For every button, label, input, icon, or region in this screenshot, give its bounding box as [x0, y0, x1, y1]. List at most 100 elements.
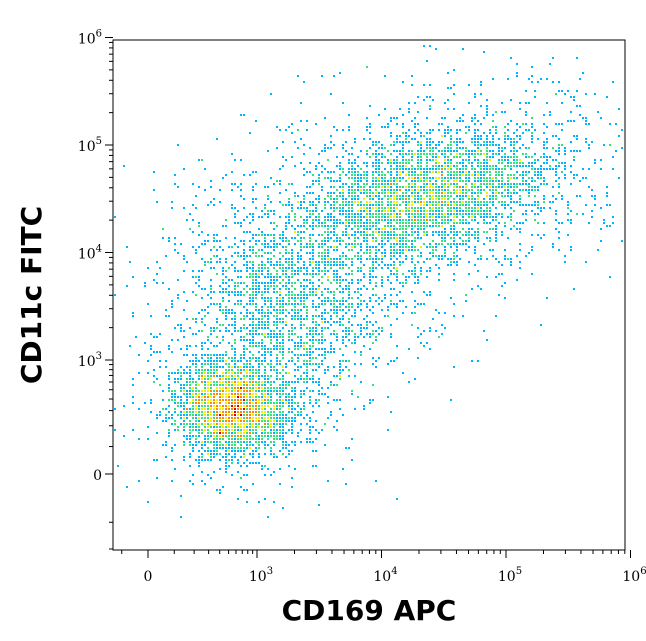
event-dot	[285, 267, 287, 269]
event-dot	[186, 219, 188, 221]
event-dot	[204, 189, 206, 191]
event-dot	[420, 225, 422, 227]
event-dot	[213, 234, 215, 236]
event-dot	[375, 360, 377, 362]
event-dot	[231, 426, 233, 428]
event-dot	[342, 231, 344, 233]
event-dot	[210, 288, 212, 290]
event-dot	[348, 225, 350, 227]
event-dot	[267, 435, 269, 437]
event-dot	[477, 186, 479, 188]
event-dot	[423, 210, 425, 212]
event-dot	[144, 402, 146, 404]
event-dot	[246, 474, 248, 476]
event-dot	[204, 363, 206, 365]
event-dot	[579, 105, 581, 107]
event-dot	[174, 411, 176, 413]
event-dot	[327, 228, 329, 230]
event-dot	[327, 234, 329, 236]
event-dot	[297, 294, 299, 296]
event-dot	[207, 372, 209, 374]
event-dot	[294, 165, 296, 167]
event-dot	[570, 150, 572, 152]
event-dot	[468, 213, 470, 215]
event-dot	[297, 432, 299, 434]
event-dot	[267, 333, 269, 335]
event-dot	[501, 159, 503, 161]
event-dot	[336, 249, 338, 251]
event-dot	[594, 204, 596, 206]
event-dot	[300, 255, 302, 257]
event-dot	[357, 252, 359, 254]
event-dot	[450, 168, 452, 170]
event-dot	[267, 291, 269, 293]
event-dot	[420, 174, 422, 176]
event-dot	[588, 186, 590, 188]
event-dot	[270, 381, 272, 383]
event-dot	[450, 159, 452, 161]
event-dot	[345, 333, 347, 335]
event-dot	[219, 291, 221, 293]
event-dot	[201, 354, 203, 356]
event-dot	[378, 249, 380, 251]
event-dot	[417, 327, 419, 329]
event-dot	[288, 405, 290, 407]
event-dot	[324, 252, 326, 254]
event-dot	[516, 162, 518, 164]
event-dot	[228, 246, 230, 248]
event-dot	[204, 240, 206, 242]
event-dot	[267, 300, 269, 302]
event-dot	[381, 330, 383, 332]
event-dot	[291, 381, 293, 383]
event-dot	[480, 174, 482, 176]
event-dot	[243, 339, 245, 341]
event-dot	[351, 147, 353, 149]
event-dot	[399, 255, 401, 257]
event-dot	[312, 381, 314, 383]
event-dot	[471, 120, 473, 122]
event-dot	[423, 234, 425, 236]
event-dot	[396, 168, 398, 170]
event-dot	[243, 384, 245, 386]
event-dot	[555, 171, 557, 173]
event-dot	[453, 150, 455, 152]
event-dot	[363, 177, 365, 179]
event-dot	[246, 267, 248, 269]
event-dot	[315, 207, 317, 209]
event-dot	[408, 159, 410, 161]
event-dot	[312, 465, 314, 467]
event-dot	[480, 207, 482, 209]
event-dot	[423, 204, 425, 206]
event-dot	[324, 270, 326, 272]
event-dot	[255, 429, 257, 431]
event-dot	[609, 204, 611, 206]
event-dot	[477, 285, 479, 287]
event-dot	[537, 201, 539, 203]
event-dot	[339, 222, 341, 224]
event-dot	[240, 255, 242, 257]
event-dot	[309, 363, 311, 365]
event-dot	[270, 360, 272, 362]
event-dot	[471, 219, 473, 221]
event-dot	[264, 297, 266, 299]
event-dot	[204, 384, 206, 386]
event-dot	[441, 186, 443, 188]
event-dot	[198, 330, 200, 332]
event-dot	[414, 222, 416, 224]
event-dot	[246, 216, 248, 218]
event-dot	[234, 216, 236, 218]
event-dot	[132, 312, 134, 314]
event-dot	[324, 207, 326, 209]
event-dot	[192, 219, 194, 221]
event-dot	[261, 327, 263, 329]
event-dot	[243, 348, 245, 350]
event-dot	[360, 219, 362, 221]
event-dot	[360, 363, 362, 365]
event-dot	[492, 180, 494, 182]
event-dot	[261, 438, 263, 440]
event-dot	[210, 396, 212, 398]
event-dot	[384, 231, 386, 233]
event-dot	[390, 174, 392, 176]
event-dot	[354, 171, 356, 173]
event-dot	[213, 390, 215, 392]
